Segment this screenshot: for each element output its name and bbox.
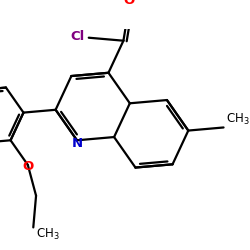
Text: N: N xyxy=(72,137,83,150)
Text: CH$_3$: CH$_3$ xyxy=(226,112,250,126)
Text: Cl: Cl xyxy=(70,30,84,43)
Text: O: O xyxy=(123,0,134,8)
Text: CH$_3$: CH$_3$ xyxy=(36,227,60,242)
Text: O: O xyxy=(22,160,34,173)
